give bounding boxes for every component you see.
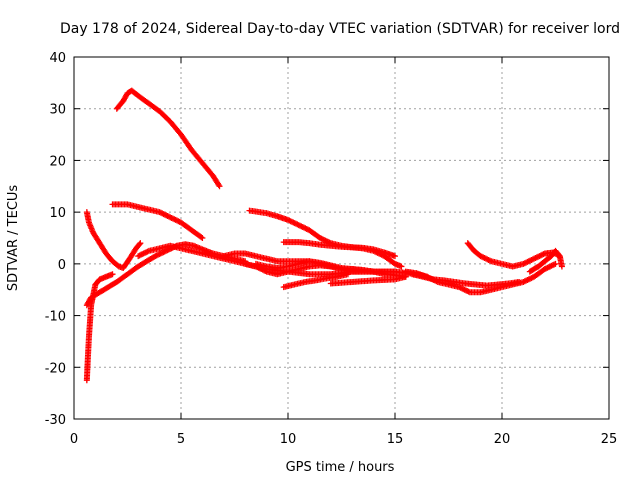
series-arc-5 bbox=[109, 201, 206, 241]
x-tick-label: 0 bbox=[70, 432, 78, 447]
data-point bbox=[516, 278, 523, 285]
x-tick-label: 10 bbox=[280, 432, 297, 447]
data-point bbox=[216, 183, 223, 190]
y-tick-label: 30 bbox=[49, 103, 66, 118]
x-tick-label: 5 bbox=[177, 432, 185, 447]
axis-ticks bbox=[73, 56, 610, 420]
y-tick-label: 20 bbox=[49, 154, 66, 169]
y-axis-label: SDTVAR / TECUs bbox=[6, 185, 21, 292]
y-tick-label: 10 bbox=[49, 206, 66, 221]
series-arc-3 bbox=[83, 241, 249, 309]
series-arc-15 bbox=[409, 271, 523, 289]
y-tick-label: 40 bbox=[49, 51, 66, 66]
data-point bbox=[137, 240, 144, 247]
series-arc-2 bbox=[83, 209, 144, 271]
chart-title: Day 178 of 2024, Sidereal Day-to-day VTE… bbox=[60, 21, 620, 37]
data-point bbox=[198, 234, 205, 241]
series-arc-11 bbox=[280, 271, 351, 291]
y-tick-labels: -30 -20 -10 0 10 20 30 40 bbox=[45, 51, 66, 428]
data-point bbox=[109, 271, 116, 278]
data-point bbox=[344, 271, 351, 278]
data-point bbox=[199, 235, 206, 241]
series-arc-13 bbox=[280, 239, 398, 260]
series-arc-10 bbox=[242, 260, 377, 278]
series-arc-12 bbox=[327, 273, 409, 287]
series-arc-17 bbox=[526, 247, 565, 275]
x-tick-label: 20 bbox=[494, 432, 511, 447]
y-tick-label: -30 bbox=[45, 413, 66, 428]
data-point bbox=[370, 268, 377, 275]
data-points bbox=[83, 87, 565, 384]
x-tick-labels: 0 5 10 15 20 25 bbox=[70, 432, 617, 447]
y-tick-label: -10 bbox=[45, 310, 66, 325]
data-point bbox=[136, 241, 143, 248]
plot-frame bbox=[73, 56, 610, 420]
grid-lines bbox=[74, 57, 609, 419]
x-tick-label: 15 bbox=[387, 432, 404, 447]
x-axis-label: GPS time / hours bbox=[286, 460, 395, 475]
series-arc-4 bbox=[113, 87, 223, 190]
data-point bbox=[215, 181, 222, 188]
y-tick-label: -20 bbox=[45, 361, 66, 376]
data-point bbox=[552, 260, 559, 267]
y-tick-label: 0 bbox=[58, 258, 66, 273]
data-point bbox=[392, 253, 398, 260]
data-point bbox=[402, 273, 409, 280]
data-point bbox=[398, 263, 405, 270]
x-tick-label: 25 bbox=[601, 432, 618, 447]
data-point bbox=[558, 263, 565, 270]
